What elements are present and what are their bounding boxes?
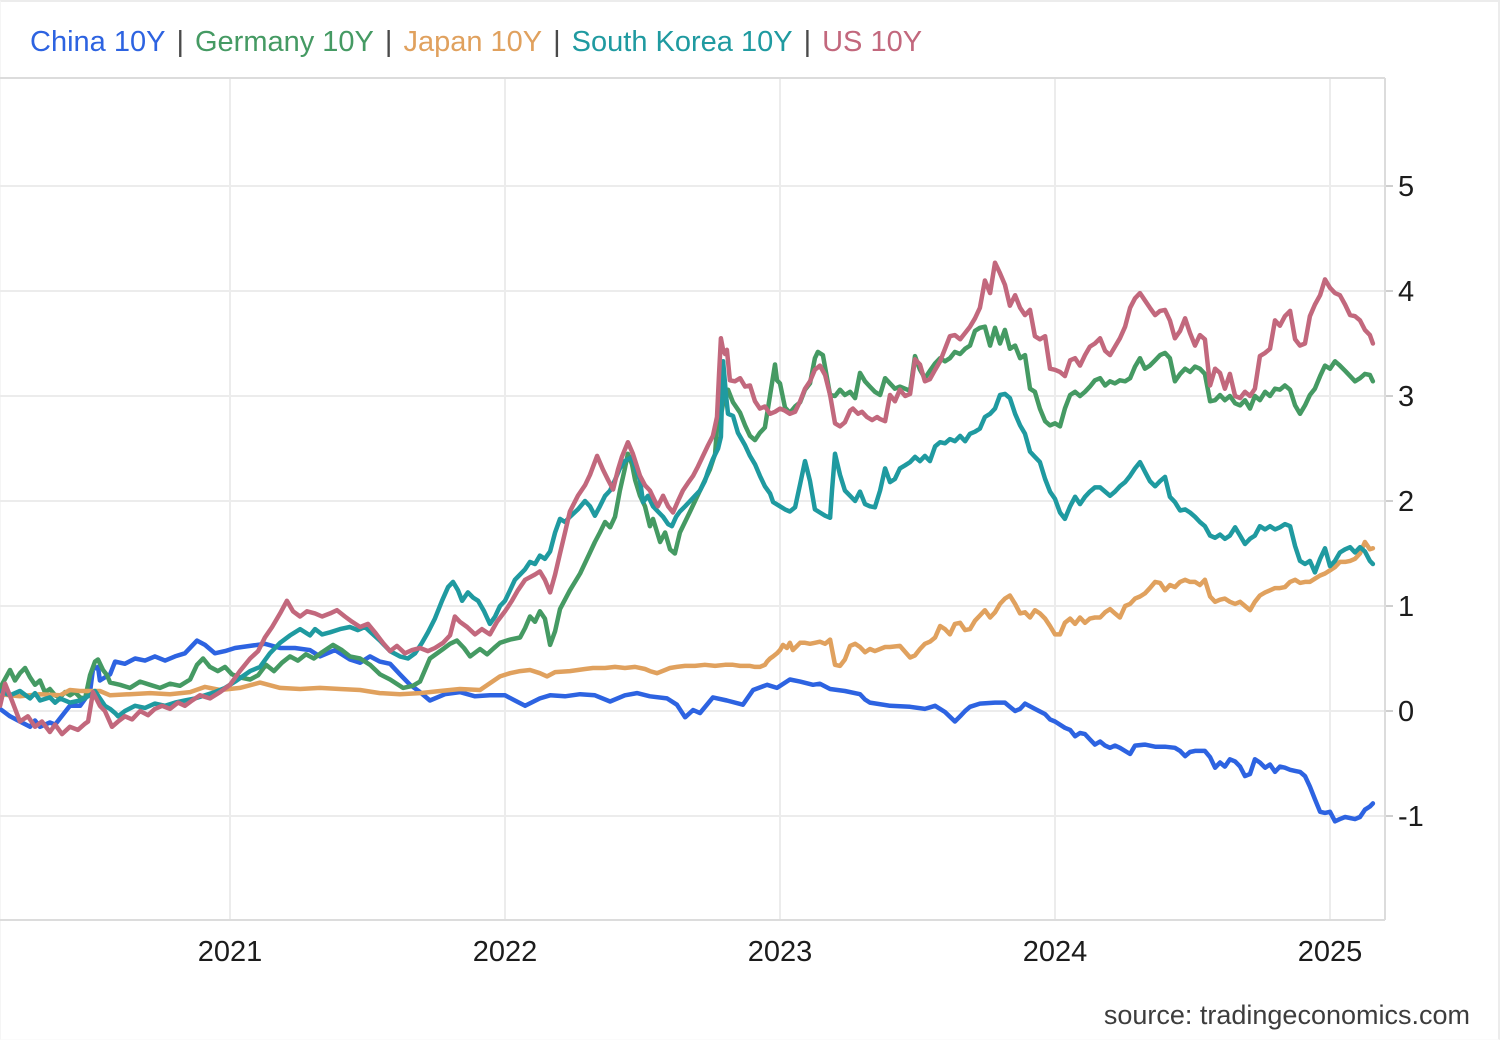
series-line-south-korea-10y: [0, 359, 1376, 719]
legend-item-japan-10y[interactable]: Japan 10Y: [403, 26, 543, 58]
x-axis-label: 2021: [198, 936, 263, 968]
x-axis-label: 2024: [1023, 936, 1088, 968]
legend-separator: |: [553, 26, 561, 58]
legend-separator: |: [384, 26, 393, 58]
legend-item-germany-10y[interactable]: Germany 10Y: [194, 26, 374, 58]
source-note[interactable]: source: tradingeconomics.com: [1103, 1000, 1470, 1030]
series-line-japan-10y: [0, 539, 1376, 699]
legend-item-china-10y[interactable]: China 10Y: [30, 26, 166, 58]
series-line-germany-10y: [0, 324, 1376, 701]
y-axis-label: 1: [1398, 591, 1414, 623]
series-line-us-10y: [0, 260, 1376, 737]
series-line-china-10y: [0, 638, 1376, 824]
y-axis-label: 3: [1398, 381, 1414, 413]
y-axis-label: 2: [1398, 486, 1414, 518]
y-axis-label: 5: [1398, 171, 1414, 203]
legend-separator: |: [803, 26, 812, 58]
y-axis-label: 0: [1398, 696, 1414, 728]
legend: China 10Y | Germany 10Y | Japan 10Y | South Ko…: [30, 24, 922, 60]
x-axis-label: 2022: [473, 936, 538, 968]
y-axis-label: -1: [1398, 801, 1424, 833]
legend-item-us-10y[interactable]: US 10Y: [822, 26, 923, 58]
legend-item-south-korea-10y[interactable]: South Korea 10Y: [571, 26, 793, 58]
x-axis-label: 2023: [748, 936, 813, 968]
legend-separator: |: [176, 26, 184, 58]
x-axis-label: 2025: [1298, 936, 1363, 968]
y-axis-label: 4: [1398, 276, 1414, 308]
